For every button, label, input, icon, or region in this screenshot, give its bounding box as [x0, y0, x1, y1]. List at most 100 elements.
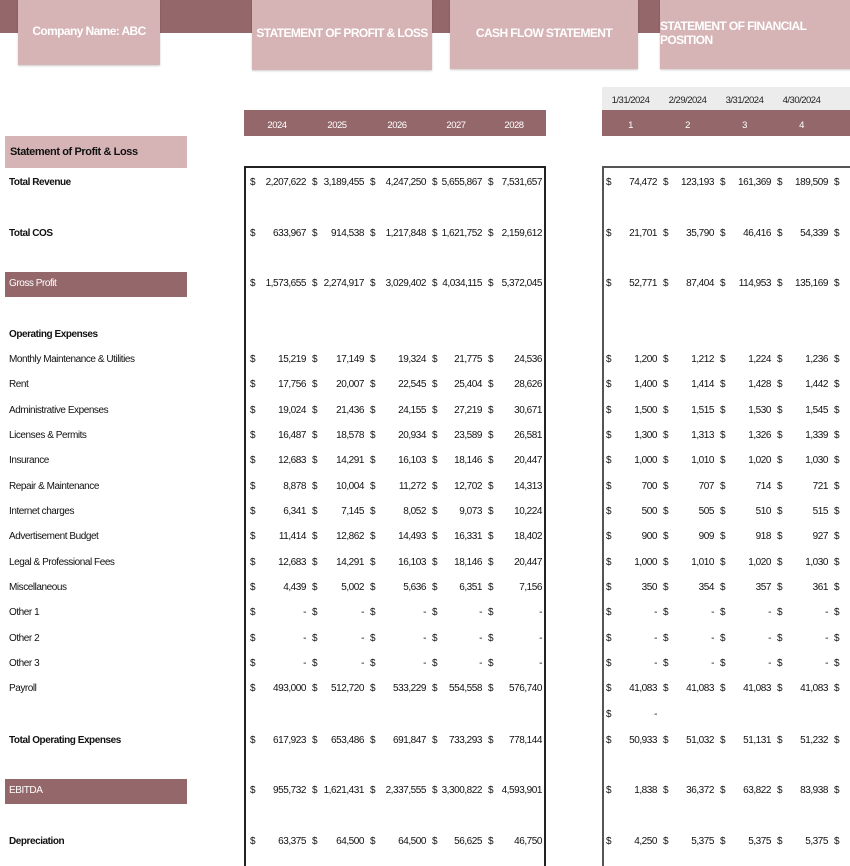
- annual-cell: $7,156: [484, 582, 544, 596]
- monthly-cell: $63,822: [716, 785, 773, 799]
- cell-value: 1,010: [691, 455, 714, 466]
- monthly-cell: $1,838: [602, 785, 659, 799]
- annual-cell: $512,720: [308, 683, 366, 697]
- monthly-cell-partial: $: [830, 531, 850, 545]
- cell-value: 1,000: [634, 557, 657, 568]
- cell-value: 955,732: [273, 785, 306, 796]
- monthly-cell: $54,339: [773, 228, 830, 242]
- currency-symbol: $: [488, 405, 494, 416]
- annual-cell: $16,331: [428, 531, 484, 545]
- monthly-table-border: [602, 166, 850, 866]
- cell-value: 2,207,622: [265, 177, 307, 188]
- annual-cell: $653,486: [308, 735, 366, 749]
- currency-symbol: $: [606, 506, 612, 517]
- currency-symbol: $: [250, 354, 256, 365]
- annual-cell: $4,247,250: [366, 177, 428, 191]
- annual-cell: $733,293: [428, 735, 484, 749]
- cell-value: -: [825, 607, 828, 618]
- annual-cell: $ -: [246, 658, 308, 672]
- currency-symbol: $: [663, 531, 669, 542]
- cell-value: 12,702: [454, 481, 482, 492]
- row-label: Legal & Professional Fees: [9, 557, 115, 568]
- currency-symbol: $: [606, 709, 612, 720]
- cell-value: 914,538: [331, 228, 364, 239]
- monthly-cell-partial: $: [830, 582, 850, 596]
- monthly-cell: $ -: [716, 658, 773, 672]
- annual-cell: $26,581: [484, 430, 544, 444]
- currency-symbol: $: [777, 531, 783, 542]
- currency-symbol: $: [432, 481, 438, 492]
- cell-value: 135,169: [795, 278, 828, 289]
- currency-symbol: $: [312, 430, 318, 441]
- cell-value: 18,578: [336, 430, 364, 441]
- annual-cell: $6,351: [428, 582, 484, 596]
- monthly-cell: $123,193: [659, 177, 716, 191]
- annual-cell: $22,545: [366, 379, 428, 393]
- monthly-cell: $5,375: [659, 836, 716, 850]
- cell-value: 51,131: [743, 735, 771, 746]
- monthly-cell-partial: $: [830, 228, 850, 242]
- cell-value: 20,447: [514, 557, 542, 568]
- monthly-cell-partial: $: [830, 836, 850, 850]
- monthly-cell: $51,232: [773, 735, 830, 749]
- month-date-header: 3/31/2024: [725, 95, 764, 106]
- cell-value: 12,683: [278, 455, 306, 466]
- annual-cell: $64,500: [308, 836, 366, 850]
- cell-value: 20,934: [398, 430, 426, 441]
- row-label: Miscellaneous: [9, 582, 67, 593]
- currency-symbol: $: [488, 683, 494, 694]
- cell-value: 20,447: [514, 455, 542, 466]
- currency-symbol: $: [432, 785, 438, 796]
- currency-symbol: $: [370, 455, 376, 466]
- tab-cash-flow[interactable]: CASH FLOW STATEMENT: [450, 0, 638, 69]
- currency-symbol: $: [834, 177, 840, 188]
- currency-symbol: $: [432, 405, 438, 416]
- currency-symbol: $: [777, 658, 783, 669]
- currency-symbol: $: [777, 506, 783, 517]
- currency-symbol: $: [720, 683, 726, 694]
- annual-cell: $8,052: [366, 506, 428, 520]
- annual-cell: $617,923: [246, 735, 308, 749]
- row-label: Other 3: [9, 658, 40, 669]
- currency-symbol: $: [312, 836, 318, 847]
- monthly-header-bar: [602, 110, 850, 136]
- currency-symbol: $: [777, 836, 783, 847]
- currency-symbol: $: [720, 607, 726, 618]
- currency-symbol: $: [720, 785, 726, 796]
- currency-symbol: $: [663, 735, 669, 746]
- table-row: Operating Expenses: [0, 329, 850, 343]
- currency-symbol: $: [720, 405, 726, 416]
- currency-symbol: $: [777, 607, 783, 618]
- cell-value: 515: [812, 506, 829, 517]
- tab-profit-loss[interactable]: STATEMENT OF PROFIT & LOSS: [252, 0, 432, 70]
- monthly-cell: $515: [773, 506, 830, 520]
- monthly-cell-partial: $: [830, 785, 850, 799]
- annual-cell: $914,538: [308, 228, 366, 242]
- cell-value: -: [423, 633, 426, 644]
- row-label: Operating Expenses: [9, 329, 98, 340]
- annual-cell: $25,404: [428, 379, 484, 393]
- annual-cell: $17,756: [246, 379, 308, 393]
- monthly-cell: $350: [602, 582, 659, 596]
- monthly-cell-partial: $: [830, 278, 850, 292]
- monthly-cell: $714: [716, 481, 773, 495]
- currency-symbol: $: [432, 379, 438, 390]
- monthly-cell: $918: [716, 531, 773, 545]
- cell-value: 354: [698, 582, 715, 593]
- cell-value: 63,375: [278, 836, 306, 847]
- currency-symbol: $: [312, 481, 318, 492]
- cell-value: 361: [812, 582, 829, 593]
- nav-band: [430, 0, 452, 33]
- currency-symbol: $: [312, 582, 318, 593]
- monthly-cell: $52,771: [602, 278, 659, 292]
- monthly-cell: $5,375: [716, 836, 773, 850]
- cell-value: 533,229: [393, 683, 426, 694]
- monthly-cell: $ -: [659, 633, 716, 647]
- month-number-header: 1: [628, 120, 633, 131]
- currency-symbol: $: [606, 785, 612, 796]
- year-header: 2026: [387, 120, 407, 131]
- tab-financial-position[interactable]: STATEMENT OF FINANCIAL POSITION: [660, 0, 850, 69]
- cell-value: 23,589: [454, 430, 482, 441]
- company-name-tab[interactable]: Company Name: ABC: [18, 0, 160, 65]
- cell-value: 50,933: [629, 735, 657, 746]
